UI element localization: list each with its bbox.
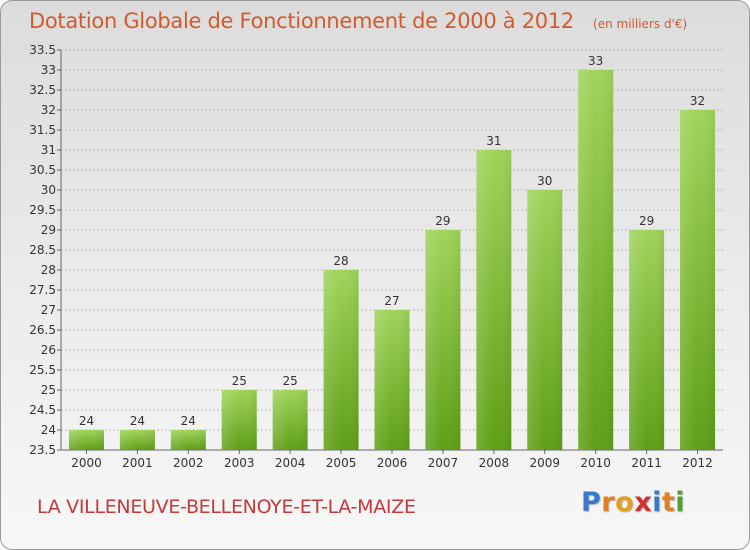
x-tick-label: 2011 — [631, 456, 662, 470]
logo-letter: P — [581, 487, 602, 518]
x-tick-label: 2006 — [377, 456, 408, 470]
x-tick-label: 2000 — [71, 456, 102, 470]
x-tick-label: 2007 — [428, 456, 459, 470]
x-tick-label: 2005 — [326, 456, 357, 470]
bar-value-label: 25 — [232, 374, 247, 388]
logo-letter: i — [675, 487, 686, 518]
logo-letter: x — [634, 487, 653, 518]
bar-shine — [680, 110, 716, 450]
y-tick-label: 31.5 — [29, 123, 56, 137]
bar-shine — [629, 230, 665, 450]
bar-shine — [578, 70, 614, 450]
y-tick-label: 24.5 — [29, 403, 56, 417]
bar-value-label: 29 — [639, 214, 654, 228]
y-tick-label: 28.5 — [29, 243, 56, 257]
bar-value-label: 30 — [537, 174, 552, 188]
y-tick-label: 30.5 — [29, 163, 56, 177]
x-tick-label: 2001 — [122, 456, 153, 470]
commune-name: LA VILLENEUVE-BELLENOYE-ET-LA-MAIZE — [37, 496, 416, 518]
logo-letter: i — [652, 487, 662, 518]
bar-shine — [119, 430, 155, 450]
bar-shine — [527, 190, 563, 450]
chart-unit: (en milliers d'€) — [593, 17, 688, 31]
x-tick-label: 2003 — [224, 456, 255, 470]
bar-shine — [170, 430, 206, 450]
y-tick-label: 32.5 — [29, 83, 56, 97]
x-tick-label: 2004 — [275, 456, 306, 470]
logo-letter: o — [615, 487, 635, 518]
y-tick-label: 25.5 — [29, 363, 56, 377]
bar-value-label: 28 — [333, 254, 348, 268]
bar-value-label: 24 — [181, 414, 196, 428]
bar-value-label: 25 — [283, 374, 298, 388]
x-tick-label: 2008 — [479, 456, 510, 470]
y-tick-label: 27.5 — [29, 283, 56, 297]
logo-letter: t — [661, 487, 676, 518]
y-tick-label: 28 — [41, 263, 56, 277]
y-tick-label: 23.5 — [29, 443, 56, 457]
y-tick-label: 32 — [41, 103, 56, 117]
y-tick-label: 29 — [41, 223, 56, 237]
bar-shine — [221, 390, 257, 450]
y-tick-label: 27 — [41, 303, 56, 317]
y-tick-label: 33 — [41, 63, 56, 77]
bar-shine — [68, 430, 104, 450]
bar-value-label: 24 — [130, 414, 145, 428]
y-tick-label: 33.5 — [29, 43, 56, 57]
bar-value-label: 33 — [588, 54, 603, 68]
bar-value-label: 24 — [79, 414, 94, 428]
bar-value-label: 27 — [384, 294, 399, 308]
bar-shine — [374, 310, 410, 450]
y-tick-label: 25 — [41, 383, 56, 397]
y-tick-label: 26 — [41, 343, 56, 357]
y-tick-label: 24 — [41, 423, 56, 437]
bar-shine — [425, 230, 461, 450]
bar-value-label: 29 — [435, 214, 450, 228]
y-tick-label: 30 — [41, 183, 56, 197]
bar-shine — [476, 150, 512, 450]
logo-letter: r — [601, 487, 616, 518]
x-tick-label: 2012 — [682, 456, 713, 470]
proxiti-logo[interactable]: Proxiti — [581, 487, 685, 518]
y-tick-label: 29.5 — [29, 203, 56, 217]
x-tick-label: 2010 — [580, 456, 611, 470]
title-row: Dotation Globale de Fonctionnement de 20… — [29, 9, 687, 33]
bar-shine — [272, 390, 308, 450]
chart-title: Dotation Globale de Fonctionnement de 20… — [29, 9, 574, 33]
x-tick-label: 2009 — [529, 456, 560, 470]
bar-value-label: 31 — [486, 134, 501, 148]
y-tick-label: 26.5 — [29, 323, 56, 337]
bar-shine — [323, 270, 359, 450]
bar-value-label: 32 — [690, 94, 705, 108]
y-tick-label: 31 — [41, 143, 56, 157]
x-tick-label: 2002 — [173, 456, 204, 470]
